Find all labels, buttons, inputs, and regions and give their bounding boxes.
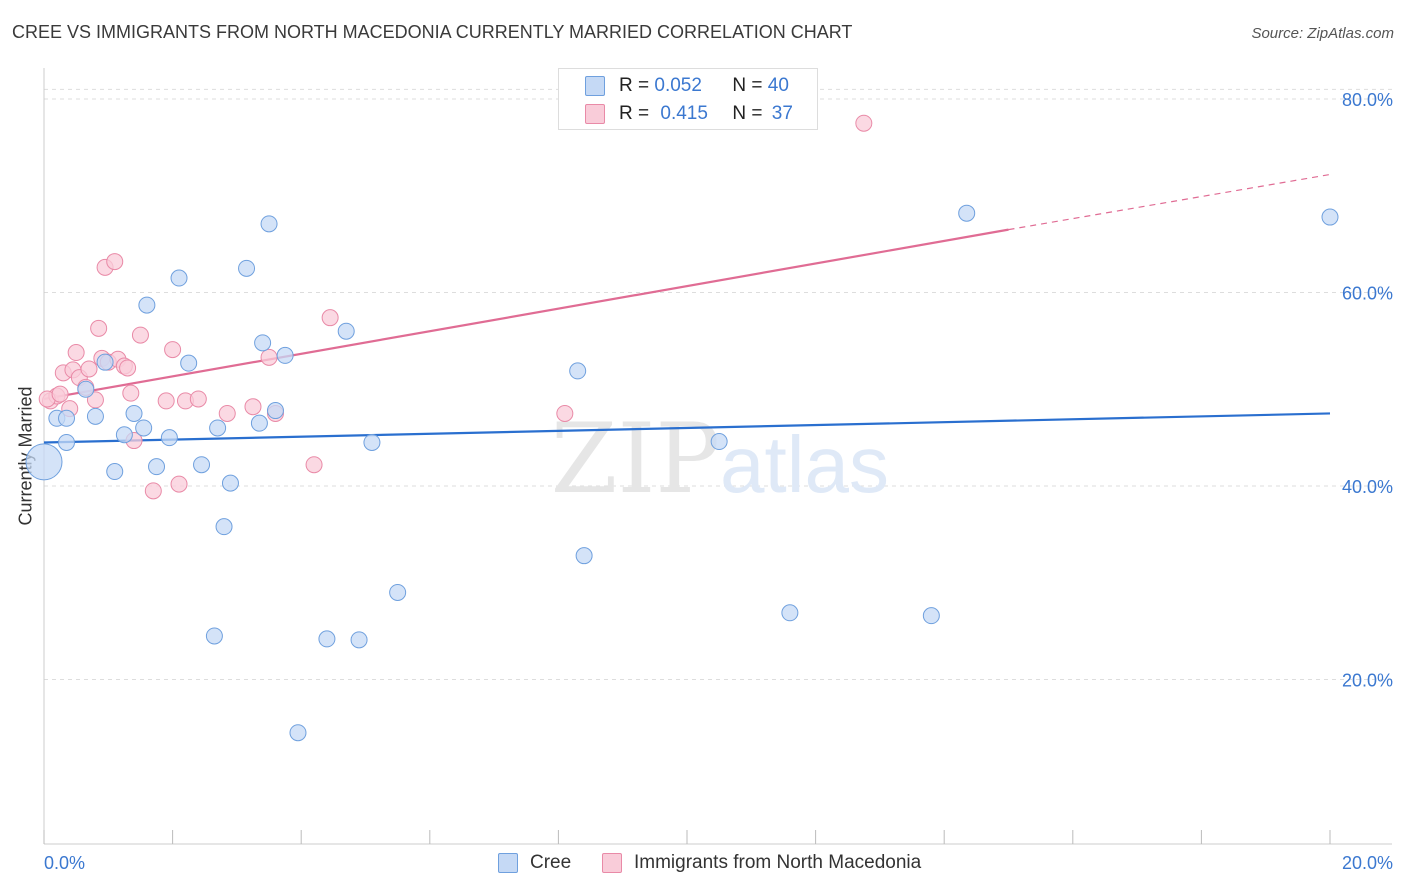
y-tick-label: 40.0% — [1342, 477, 1393, 497]
trend-line-north-macedonia-extension — [1008, 173, 1331, 231]
legend-n-value: 40 — [767, 75, 789, 96]
data-point-cree — [209, 419, 227, 437]
legend-item-north-macedonia: Immigrants from North Macedonia — [602, 852, 921, 874]
data-point-north-macedonia — [321, 309, 339, 327]
points-north-macedonia — [38, 114, 873, 500]
data-point-north-macedonia — [218, 404, 236, 422]
legend-swatch-north-macedonia — [585, 104, 605, 124]
data-point-north-macedonia — [122, 384, 140, 402]
correlation-legend: R = 0.052 N = 40 R = 0.415 N = 37 — [558, 68, 818, 130]
legend-r-label: R = — [619, 103, 650, 124]
chart-title: CREE VS IMMIGRANTS FROM NORTH MACEDONIA … — [12, 22, 853, 42]
data-point-cree — [215, 518, 233, 536]
y-tick-label: 20.0% — [1342, 671, 1393, 691]
legend-swatch-north-macedonia — [602, 853, 622, 873]
legend-r-label: R = — [619, 75, 650, 96]
data-point-cree — [238, 259, 256, 277]
data-point-cree — [148, 458, 166, 476]
data-point-cree — [193, 456, 211, 474]
grid-lines — [44, 88, 1392, 681]
trend-line-north-macedonia — [43, 228, 1009, 401]
data-point-cree — [922, 607, 940, 625]
data-point-cree — [260, 215, 278, 233]
data-point-cree — [180, 354, 198, 372]
legend-label-north-macedonia: Immigrants from North Macedonia — [634, 852, 922, 873]
legend-swatch-cree — [585, 76, 605, 96]
data-point-cree — [205, 627, 223, 645]
data-point-cree — [781, 604, 799, 622]
data-point-cree — [58, 433, 76, 451]
data-point-cree — [958, 204, 976, 222]
data-point-north-macedonia — [170, 475, 188, 493]
data-point-cree — [125, 404, 143, 422]
data-point-cree — [289, 724, 307, 742]
data-point-cree — [86, 407, 104, 425]
data-point-cree — [77, 380, 95, 398]
legend-item-cree: Cree — [498, 852, 571, 874]
data-point-north-macedonia — [855, 114, 873, 132]
x-tick-label-max: 20.0% — [1342, 853, 1393, 873]
legend-swatch-cree — [498, 853, 518, 873]
data-point-north-macedonia — [119, 359, 137, 377]
legend-r-value: 0.052 — [654, 75, 702, 96]
legend-n-value: 37 — [771, 103, 793, 124]
data-point-cree — [350, 631, 368, 649]
trend-line-cree — [43, 412, 1331, 444]
x-tick-label-min: 0.0% — [44, 853, 85, 873]
data-point-cree — [115, 426, 133, 444]
data-point-cree — [96, 353, 114, 371]
data-point-cree — [1321, 208, 1339, 226]
watermark-atlas: atlas — [720, 420, 889, 509]
y-tick-label: 80.0% — [1342, 90, 1393, 110]
data-point-north-macedonia — [157, 392, 175, 410]
data-point-north-macedonia — [131, 326, 149, 344]
data-point-north-macedonia — [260, 348, 278, 366]
data-point-north-macedonia — [144, 482, 162, 500]
data-point-north-macedonia — [80, 360, 98, 378]
data-point-cree — [170, 269, 188, 287]
data-point-cree — [250, 414, 268, 432]
legend-row-cree: R = 0.052 N = 40 — [559, 72, 789, 100]
data-point-cree — [710, 433, 728, 451]
data-point-cree — [106, 463, 124, 481]
data-point-north-macedonia — [305, 456, 323, 474]
data-point-cree — [138, 296, 156, 314]
trend-lines — [43, 173, 1331, 444]
data-point-north-macedonia — [244, 398, 262, 416]
data-point-cree — [363, 433, 381, 451]
data-point-north-macedonia — [189, 390, 207, 408]
points-cree — [25, 204, 1339, 742]
data-point-cree — [58, 409, 76, 427]
data-point-north-macedonia — [90, 319, 108, 337]
data-point-cree — [135, 419, 153, 437]
data-point-cree — [25, 443, 63, 481]
data-point-cree — [569, 362, 587, 380]
data-point-north-macedonia — [556, 404, 574, 422]
y-tick-label: 60.0% — [1342, 284, 1393, 304]
data-point-cree — [575, 547, 593, 565]
legend-n-label: N = — [732, 75, 763, 96]
data-point-cree — [254, 334, 272, 352]
data-point-cree — [318, 630, 336, 648]
data-point-cree — [389, 583, 407, 601]
legend-row-north-macedonia: R = 0.415 N = 37 — [559, 100, 793, 128]
data-point-cree — [276, 346, 294, 364]
data-point-north-macedonia — [67, 344, 85, 362]
legend-label-cree: Cree — [530, 852, 572, 873]
source-label: Source: ZipAtlas.com — [1251, 25, 1394, 42]
data-point-north-macedonia — [106, 253, 124, 271]
series-legend: Cree Immigrants from North Macedonia — [0, 852, 1406, 878]
data-point-cree — [337, 322, 355, 340]
data-point-north-macedonia — [164, 341, 182, 359]
data-point-cree — [160, 429, 178, 447]
tick-labels: 20.0% 40.0% 60.0% 80.0% 0.0% 20.0% — [44, 90, 1393, 873]
data-point-cree — [221, 474, 239, 492]
data-point-cree — [266, 402, 284, 420]
legend-n-label: N = — [732, 103, 763, 124]
legend-r-value: 0.415 — [660, 103, 708, 124]
data-point-north-macedonia — [51, 385, 69, 403]
watermark-zip: ZIP — [551, 403, 720, 515]
